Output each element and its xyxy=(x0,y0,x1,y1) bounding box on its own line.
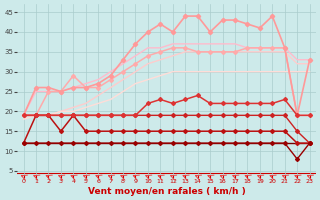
X-axis label: Vent moyen/en rafales ( km/h ): Vent moyen/en rafales ( km/h ) xyxy=(88,187,245,196)
